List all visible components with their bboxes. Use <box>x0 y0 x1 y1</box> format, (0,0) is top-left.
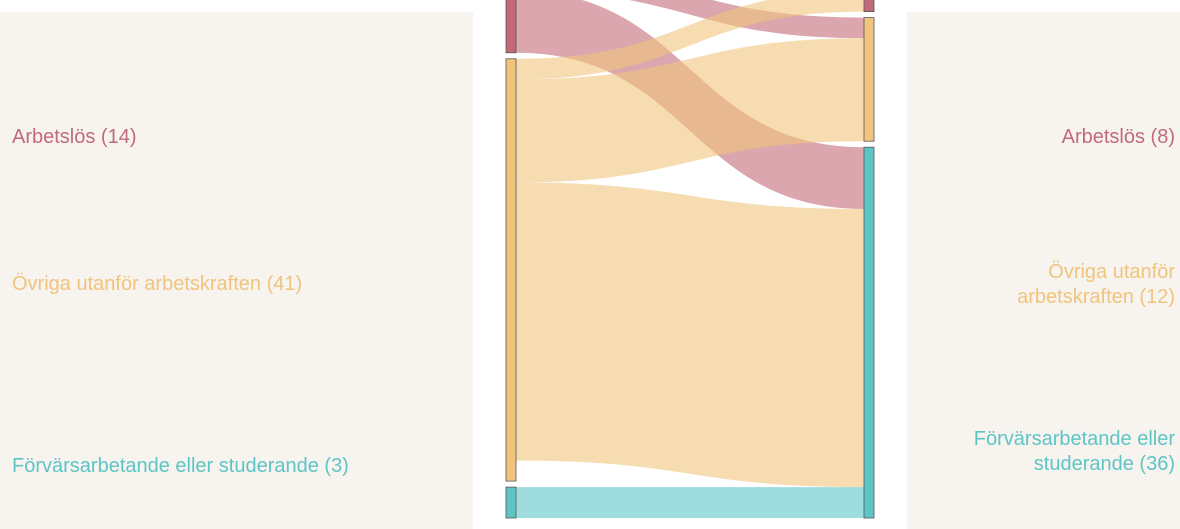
node <box>505 0 517 54</box>
flow <box>516 487 864 518</box>
left-panel <box>0 12 473 529</box>
node <box>863 146 875 519</box>
node <box>863 17 875 142</box>
flow <box>516 182 864 488</box>
node-label: Övriga utanför arbetskraften (12) <box>1017 261 1175 308</box>
node <box>863 0 875 12</box>
node-label: Övriga utanför arbetskraften (41) <box>12 273 303 295</box>
node <box>505 486 517 519</box>
node-label: Förvärsarbetande eller studerande (36) <box>973 428 1175 475</box>
node-label: Arbetslös (14) <box>12 126 137 148</box>
node-label: Arbetslös (8) <box>1061 126 1175 148</box>
flow <box>516 0 864 80</box>
flow <box>516 38 864 183</box>
node-label: Förvärsarbetande eller studerande (3) <box>12 455 349 477</box>
node <box>505 58 517 482</box>
right-panel <box>907 12 1180 529</box>
